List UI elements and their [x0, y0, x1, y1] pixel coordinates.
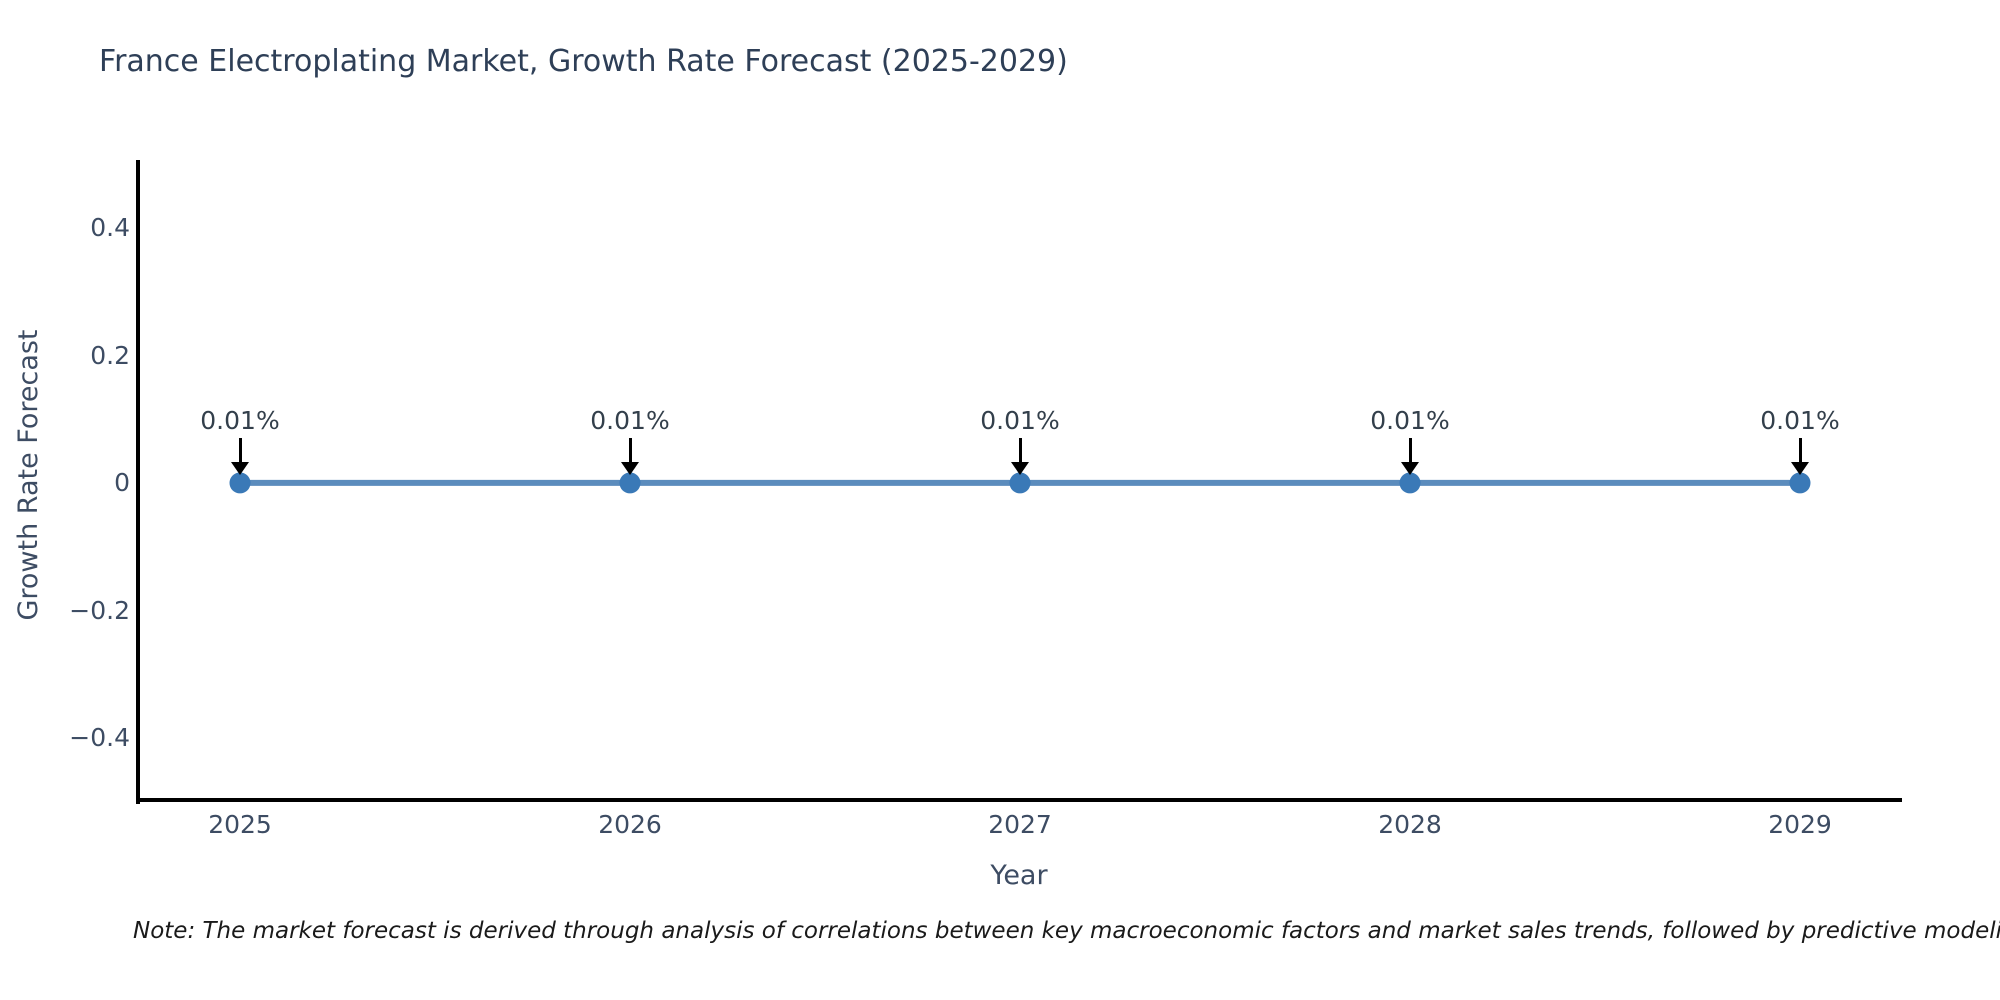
data-point-marker: [1789, 472, 1811, 494]
x-axis-line: [136, 798, 1902, 802]
data-point-annotation: 0.01%: [590, 405, 670, 435]
series-markers: [229, 472, 1811, 494]
annotation-arrow-stem: [628, 437, 632, 465]
annotation-arrow-stem: [238, 437, 242, 465]
data-point-annotation: 0.01%: [200, 405, 280, 435]
x-tick-label: 2029: [1768, 810, 1832, 839]
x-tick-label: 2027: [988, 810, 1052, 839]
y-tick-label: 0: [114, 468, 130, 497]
y-axis-line: [136, 160, 140, 804]
x-tick-label: 2025: [208, 810, 272, 839]
annotation-arrow-stem: [1798, 437, 1802, 465]
x-tick-label: 2028: [1378, 810, 1442, 839]
y-tick-label: −0.4: [69, 723, 130, 752]
data-point-marker: [1009, 472, 1031, 494]
data-point-annotation: 0.01%: [1370, 405, 1450, 435]
footnote: Note: The market forecast is derived thr…: [133, 918, 2000, 944]
data-point-annotation: 0.01%: [1760, 405, 1840, 435]
y-tick-label: 0.4: [90, 213, 130, 242]
y-tick-label: 0.2: [90, 340, 130, 370]
annotation-arrow-head-icon: [231, 461, 249, 475]
data-point-marker: [619, 472, 641, 494]
y-tick-label: −0.2: [69, 595, 130, 625]
data-point-annotation: 0.01%: [980, 405, 1060, 435]
annotation-arrow-head-icon: [1011, 461, 1029, 475]
annotation-arrow-stem: [1408, 437, 1412, 465]
annotation-arrow-head-icon: [1791, 461, 1809, 475]
data-point-marker: [229, 472, 251, 494]
annotation-arrow-stem: [1018, 437, 1022, 465]
x-axis-title: Year: [990, 860, 1048, 891]
x-tick-label: 2026: [598, 810, 662, 839]
annotation-arrow-head-icon: [1401, 461, 1419, 475]
chart-title: France Electroplating Market, Growth Rat…: [99, 44, 1068, 79]
data-point-marker: [1399, 472, 1421, 494]
annotation-arrow-head-icon: [621, 461, 639, 475]
